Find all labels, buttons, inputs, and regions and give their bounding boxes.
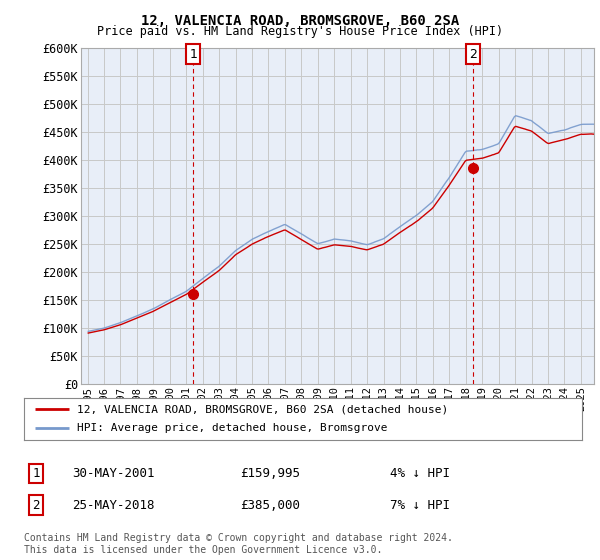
Text: 25-MAY-2018: 25-MAY-2018 [72, 498, 155, 512]
Text: Price paid vs. HM Land Registry's House Price Index (HPI): Price paid vs. HM Land Registry's House … [97, 25, 503, 38]
Text: 2: 2 [469, 48, 476, 60]
Text: 4% ↓ HPI: 4% ↓ HPI [390, 466, 450, 480]
Text: £159,995: £159,995 [240, 466, 300, 480]
Text: 1: 1 [32, 466, 40, 480]
Text: 2: 2 [32, 498, 40, 512]
Text: 30-MAY-2001: 30-MAY-2001 [72, 466, 155, 480]
Text: 7% ↓ HPI: 7% ↓ HPI [390, 498, 450, 512]
Text: Contains HM Land Registry data © Crown copyright and database right 2024.
This d: Contains HM Land Registry data © Crown c… [24, 533, 453, 555]
Text: £385,000: £385,000 [240, 498, 300, 512]
Text: 12, VALENCIA ROAD, BROMSGROVE, B60 2SA: 12, VALENCIA ROAD, BROMSGROVE, B60 2SA [141, 14, 459, 28]
Text: 12, VALENCIA ROAD, BROMSGROVE, B60 2SA (detached house): 12, VALENCIA ROAD, BROMSGROVE, B60 2SA (… [77, 404, 448, 414]
Text: HPI: Average price, detached house, Bromsgrove: HPI: Average price, detached house, Brom… [77, 423, 388, 433]
Text: 1: 1 [189, 48, 197, 60]
